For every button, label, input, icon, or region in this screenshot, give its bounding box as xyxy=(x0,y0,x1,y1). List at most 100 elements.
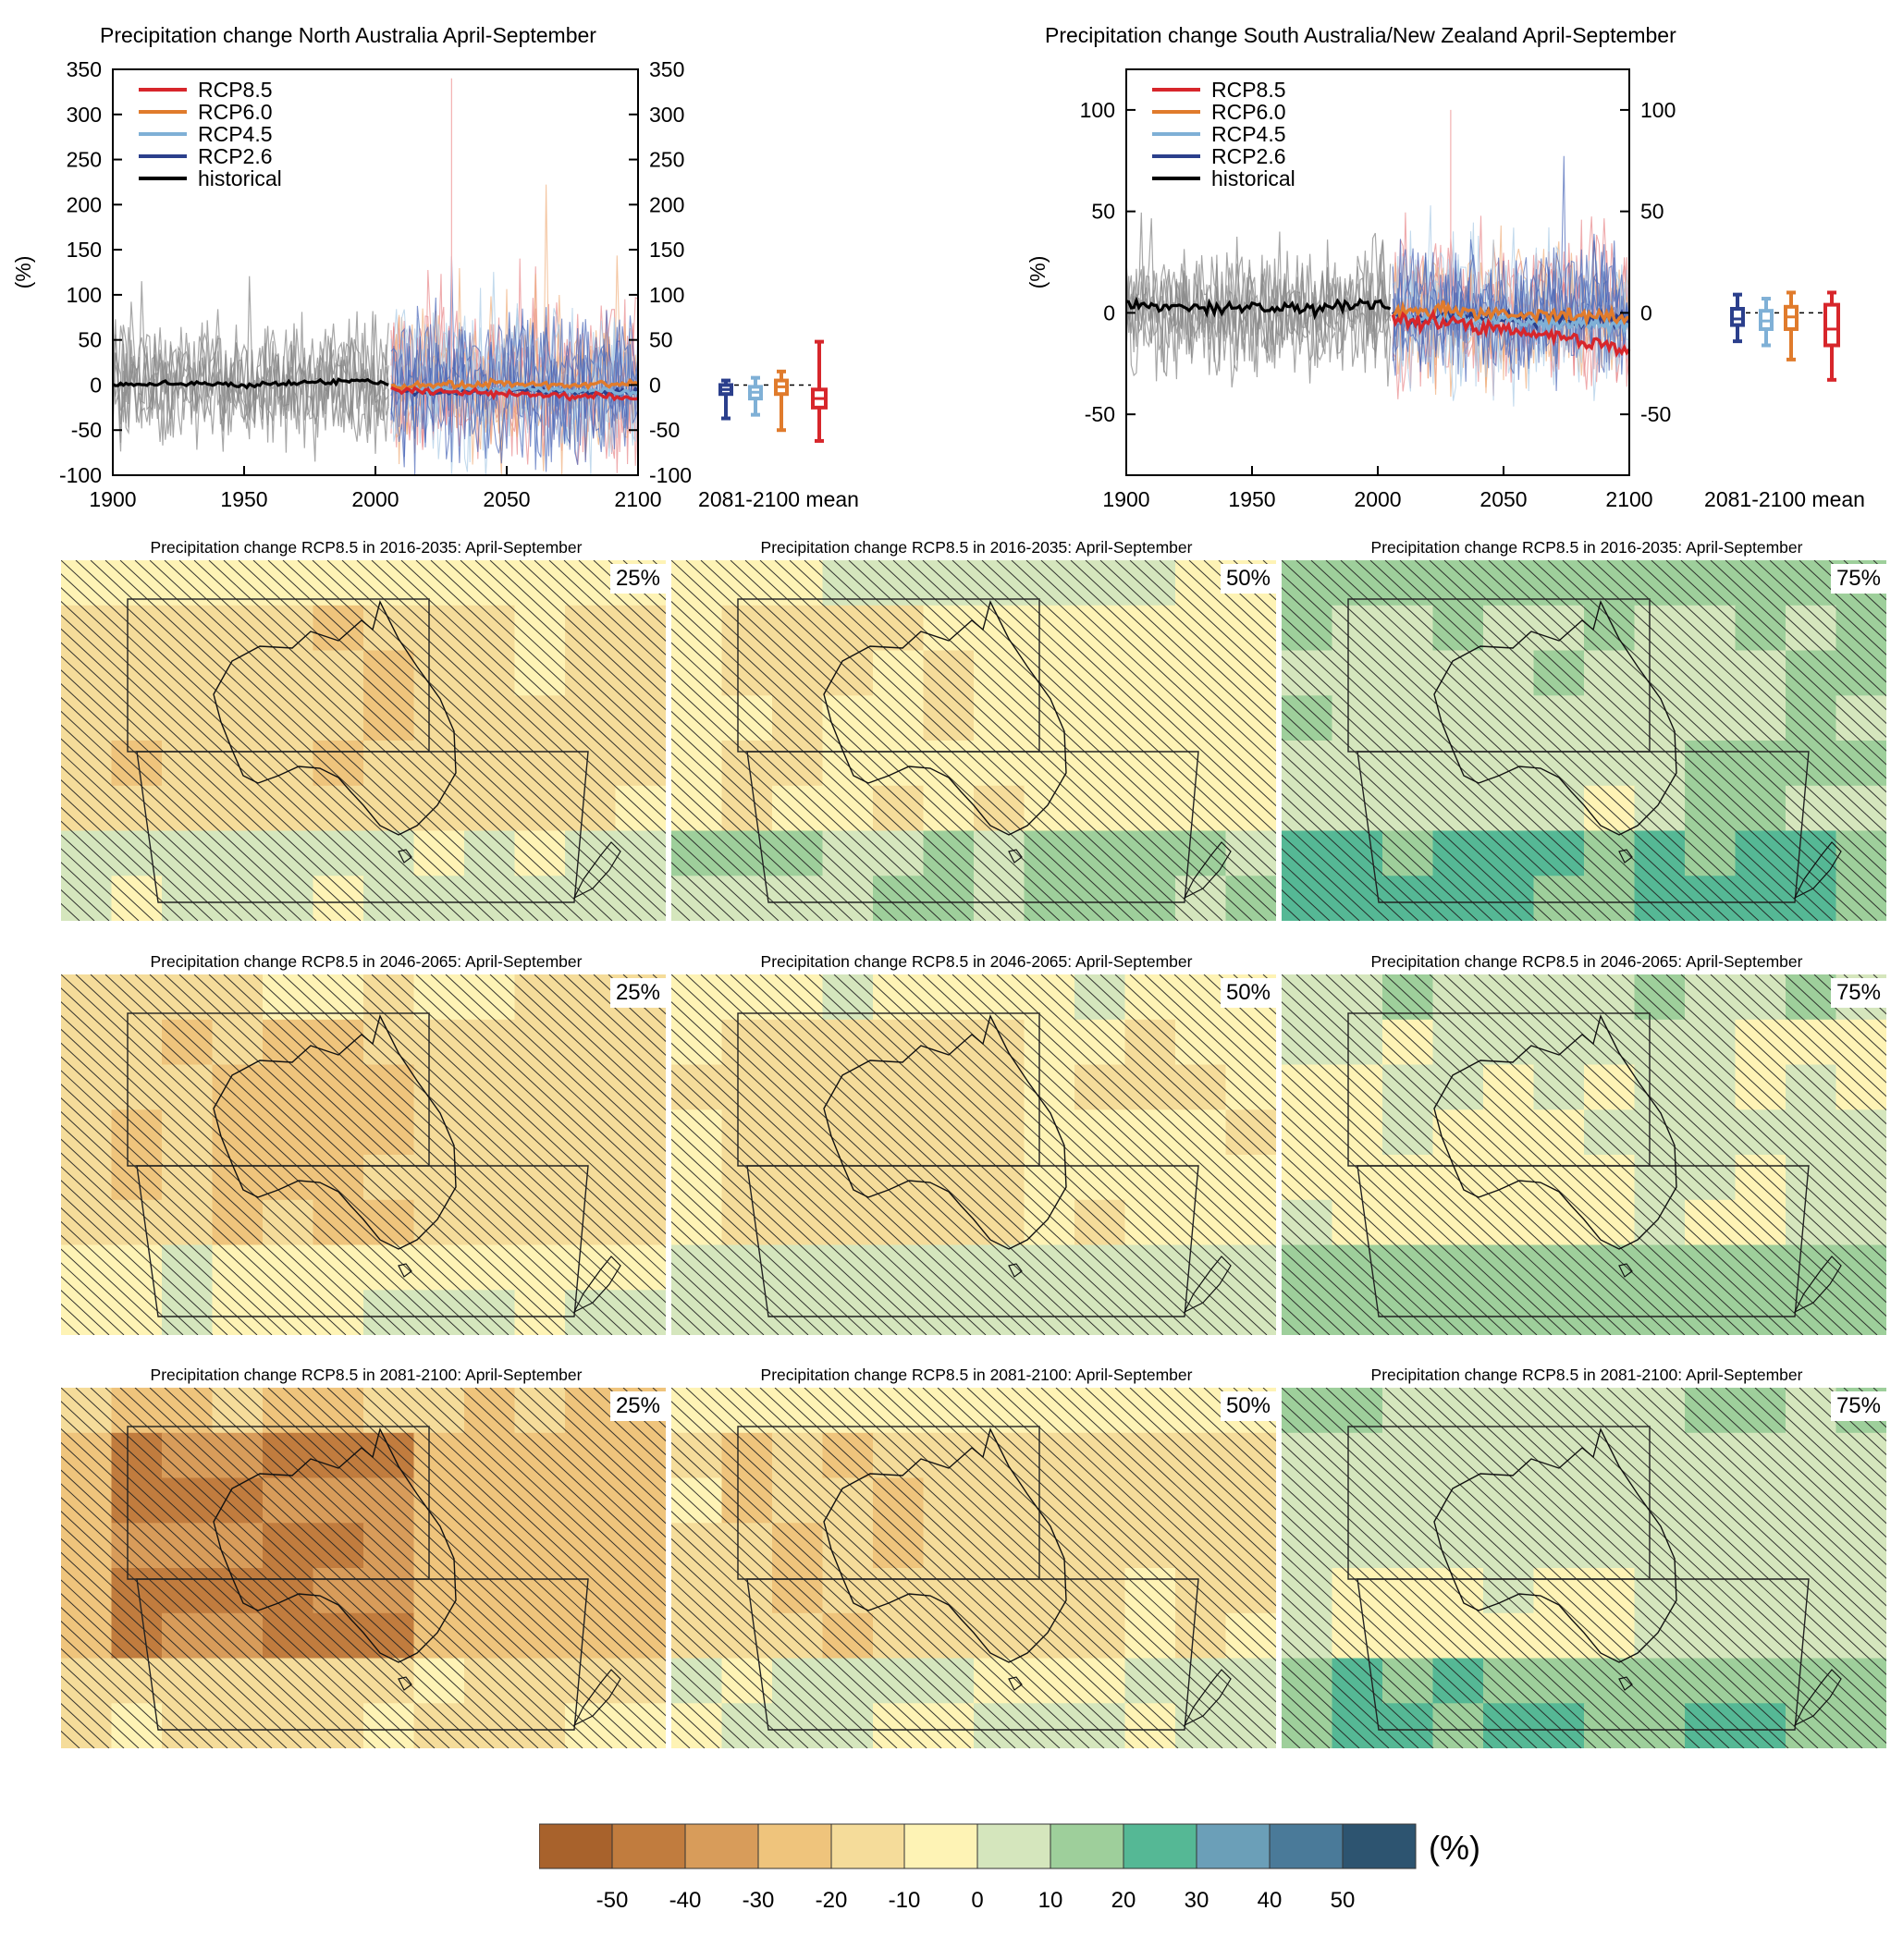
hatch-line xyxy=(1562,974,1886,1276)
map-cell xyxy=(822,1658,874,1705)
map-cell xyxy=(263,785,314,832)
map-cell xyxy=(1282,1477,1333,1525)
hatch-line xyxy=(1282,1234,1390,1335)
map-cell xyxy=(1735,1388,1786,1434)
map-title: Precipitation change RCP8.5 in 2016-2035… xyxy=(1370,538,1803,557)
hatch-line xyxy=(134,974,524,1335)
new-zealand-outline xyxy=(1793,841,1842,900)
percentile-label: 50% xyxy=(1220,1391,1276,1421)
hatch-line xyxy=(1784,1388,1886,1483)
hatch-line xyxy=(61,987,436,1335)
map-cell xyxy=(1835,1523,1886,1570)
map-cell xyxy=(514,560,566,606)
map-cell xyxy=(873,650,925,697)
hatch-line xyxy=(1532,1388,1886,1717)
y-tick-label-right: 200 xyxy=(649,192,684,216)
hatch-line xyxy=(61,974,450,1335)
hatch-line xyxy=(1085,1388,1276,1565)
south-australia-nz-region xyxy=(1357,1165,1810,1317)
hatch-line xyxy=(1813,1388,1886,1456)
map-cell xyxy=(1786,1523,1837,1570)
hatch-line xyxy=(1011,1388,1276,1635)
map-title: Precipitation change RCP8.5 in 2046-2065… xyxy=(1370,952,1803,971)
colorbar-bin xyxy=(611,1823,686,1869)
hatch-line xyxy=(1651,560,1886,779)
hatch-line xyxy=(61,1234,169,1335)
hatch-line xyxy=(671,1028,1001,1335)
hatch-line xyxy=(952,560,1276,862)
hatch-line xyxy=(671,669,942,921)
colorbar-bin xyxy=(976,1823,1051,1869)
map-cell xyxy=(615,695,666,742)
map-cell xyxy=(313,650,364,697)
map-cell xyxy=(1685,1703,1737,1748)
hatch-line xyxy=(1282,848,1360,921)
hatch-line xyxy=(1784,974,1886,1070)
map-cell xyxy=(1225,1523,1276,1570)
map-cell xyxy=(1124,974,1176,1021)
map-cell xyxy=(1685,1388,1737,1434)
hatch-line xyxy=(804,560,1194,921)
hatch-line xyxy=(1173,1388,1276,1483)
hatch-line xyxy=(671,1497,942,1748)
map-cell xyxy=(1634,1155,1686,1201)
map-cell xyxy=(1225,1064,1276,1111)
map-cell xyxy=(1634,741,1686,787)
hatch-line xyxy=(1665,560,1886,766)
hatch-line xyxy=(1813,974,1886,1043)
map-cell xyxy=(263,1612,314,1660)
map-cell xyxy=(1382,1019,1434,1066)
map-cell xyxy=(1024,1658,1075,1705)
hatch-line xyxy=(460,560,666,752)
map-cell xyxy=(514,1432,566,1479)
map-cell xyxy=(1685,876,1737,921)
map-cell xyxy=(1786,1199,1837,1246)
map-cell xyxy=(772,1199,824,1246)
map-svg xyxy=(671,974,1276,1335)
percentile-label: 25% xyxy=(609,1391,666,1421)
hatch-line xyxy=(356,1388,666,1675)
map-cell xyxy=(873,1064,925,1111)
hatch-line xyxy=(1369,560,1760,921)
map-cell xyxy=(615,1612,666,1660)
hatch-line xyxy=(1429,560,1819,921)
australia-outline xyxy=(823,600,1067,836)
hatch-line xyxy=(1282,1124,1508,1335)
map-cell xyxy=(772,1612,824,1660)
hatch-line xyxy=(61,1220,184,1335)
map-cell xyxy=(1835,785,1886,832)
map-cell xyxy=(974,1155,1025,1201)
map-cell xyxy=(671,1244,723,1292)
map-cell xyxy=(721,876,773,921)
hatch-line xyxy=(1282,1579,1464,1748)
map-cell xyxy=(313,1199,364,1246)
hatch-line xyxy=(715,974,1105,1335)
hatch-line xyxy=(1282,1194,1434,1335)
map-cell xyxy=(923,830,975,877)
hatch-line xyxy=(966,1388,1276,1675)
hatch-line xyxy=(474,1388,666,1565)
map-cell xyxy=(1282,1109,1333,1157)
y-tick-label: 100 xyxy=(1080,98,1115,122)
hatch-line xyxy=(671,1097,927,1335)
legend-label-historical: historical xyxy=(1211,166,1295,190)
colorbar-tick-label: 30 xyxy=(1184,1888,1209,1913)
hatch-line xyxy=(61,1248,154,1335)
hatch-line xyxy=(1295,974,1686,1335)
map-cell xyxy=(1835,650,1886,697)
map-cell xyxy=(1735,560,1786,606)
map-cell xyxy=(721,1658,773,1705)
map-cell xyxy=(721,741,773,787)
colorbar-bin xyxy=(757,1823,832,1869)
map-cell xyxy=(873,1155,925,1201)
hatch-line xyxy=(671,1441,1001,1748)
hatch-line xyxy=(1414,560,1804,921)
south-australia-nz-region xyxy=(746,1165,1199,1317)
south-australia-nz-region xyxy=(746,1578,1199,1731)
hatch-line xyxy=(1159,974,1276,1084)
hatch-line xyxy=(267,560,657,921)
hatch-line xyxy=(61,1401,436,1748)
y-tick-label-right: -50 xyxy=(1640,402,1671,426)
tasmania-outline xyxy=(1008,1676,1023,1691)
hatch-line xyxy=(1144,974,1276,1097)
